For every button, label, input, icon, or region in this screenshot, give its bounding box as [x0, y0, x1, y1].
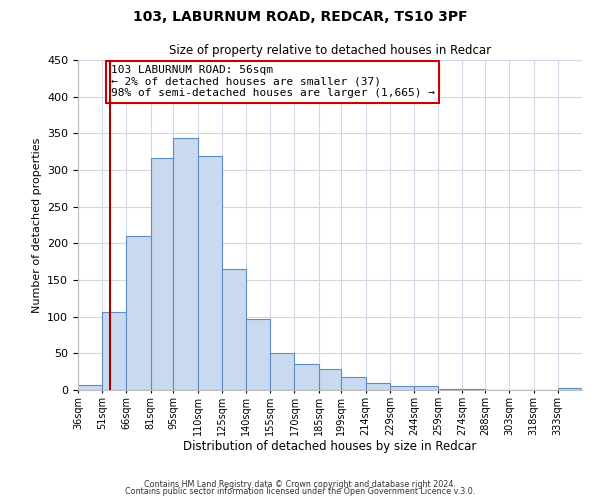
- Bar: [438, 388, 463, 390]
- Y-axis label: Number of detached properties: Number of detached properties: [32, 138, 41, 312]
- Text: Contains public sector information licensed under the Open Government Licence v.: Contains public sector information licen…: [125, 488, 475, 496]
- Bar: [151, 158, 173, 390]
- Bar: [270, 354, 295, 390]
- Title: Size of property relative to detached houses in Redcar: Size of property relative to detached ho…: [169, 44, 491, 58]
- Text: Contains HM Land Registry data © Crown copyright and database right 2024.: Contains HM Land Registry data © Crown c…: [144, 480, 456, 489]
- Bar: [173, 138, 197, 390]
- Bar: [127, 236, 151, 390]
- Bar: [365, 382, 390, 390]
- Bar: [390, 386, 414, 390]
- Bar: [558, 388, 582, 390]
- Bar: [341, 377, 365, 390]
- Bar: [414, 386, 438, 390]
- Bar: [246, 319, 270, 390]
- Bar: [102, 312, 127, 390]
- Bar: [295, 364, 319, 390]
- Bar: [463, 388, 485, 390]
- Bar: [197, 156, 222, 390]
- Bar: [319, 368, 341, 390]
- X-axis label: Distribution of detached houses by size in Redcar: Distribution of detached houses by size …: [184, 440, 476, 454]
- Bar: [78, 385, 102, 390]
- Bar: [222, 269, 246, 390]
- Text: 103 LABURNUM ROAD: 56sqm
← 2% of detached houses are smaller (37)
98% of semi-de: 103 LABURNUM ROAD: 56sqm ← 2% of detache…: [111, 65, 435, 98]
- Text: 103, LABURNUM ROAD, REDCAR, TS10 3PF: 103, LABURNUM ROAD, REDCAR, TS10 3PF: [133, 10, 467, 24]
